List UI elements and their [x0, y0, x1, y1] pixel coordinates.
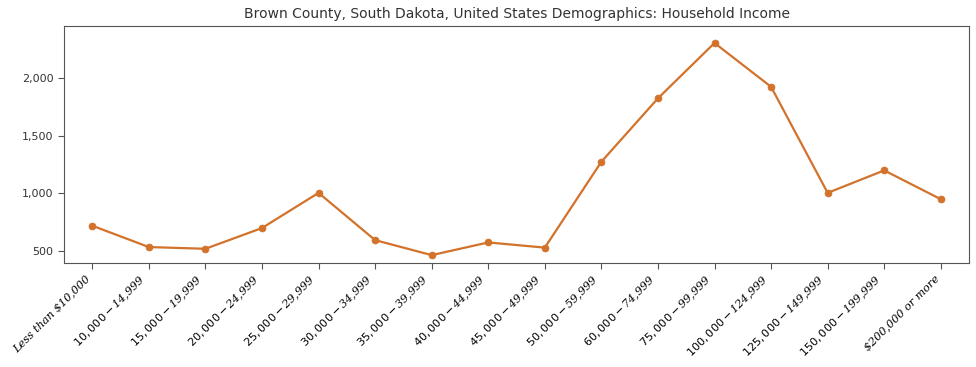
- Title: Brown County, South Dakota, United States Demographics: Household Income: Brown County, South Dakota, United State…: [244, 7, 790, 21]
